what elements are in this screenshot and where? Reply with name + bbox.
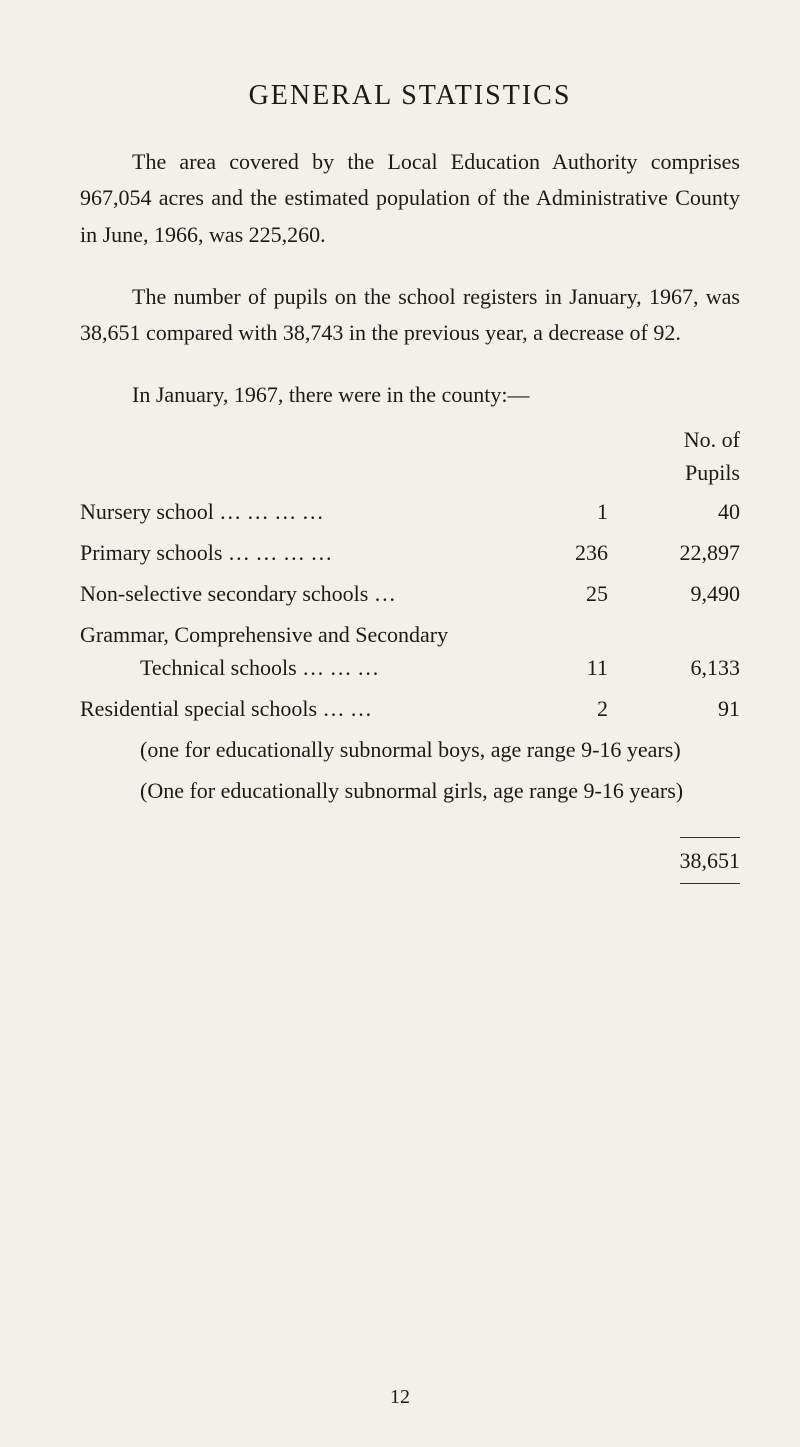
row-pupils: 6,133 bbox=[608, 614, 740, 688]
total-value: 38,651 bbox=[680, 837, 741, 884]
row-label-line1: Grammar, Comprehensive and Secondary bbox=[80, 622, 448, 647]
page-title: GENERAL STATISTICS bbox=[80, 80, 740, 112]
row-label: Non-selective secondary schools … bbox=[80, 573, 529, 614]
table-row-note: (One for educationally subnormal girls, … bbox=[80, 770, 740, 811]
row-count: 11 bbox=[529, 614, 608, 688]
page-number: 12 bbox=[0, 1386, 800, 1409]
paragraph-2: The number of pupils on the school regis… bbox=[80, 279, 740, 352]
row-count: 236 bbox=[529, 532, 608, 573]
header-pupils-line1: No. of bbox=[684, 427, 740, 452]
row-subnote-2: (One for educationally subnormal girls, … bbox=[80, 774, 740, 807]
row-count: 25 bbox=[529, 573, 608, 614]
row-pupils: 91 bbox=[608, 688, 740, 729]
table-header-row: No. of Pupils bbox=[80, 419, 740, 491]
table-row: Primary schools … … … … 236 22,897 bbox=[80, 532, 740, 573]
row-label: Nursery school … … … … bbox=[80, 491, 529, 532]
row-label: Primary schools … … … … bbox=[80, 532, 529, 573]
statistics-table: No. of Pupils Nursery school … … … … 1 4… bbox=[80, 419, 740, 888]
row-label-line2: Technical schools … … … bbox=[80, 651, 529, 684]
row-count: 1 bbox=[529, 491, 608, 532]
table-row: Non-selective secondary schools … 25 9,4… bbox=[80, 573, 740, 614]
row-label: Grammar, Comprehensive and Secondary Tec… bbox=[80, 614, 529, 688]
row-pupils: 9,490 bbox=[608, 573, 740, 614]
table-total-row: 38,651 bbox=[80, 811, 740, 888]
table-row: Residential special schools … … 2 91 bbox=[80, 688, 740, 729]
row-pupils: 22,897 bbox=[608, 532, 740, 573]
table-row: Grammar, Comprehensive and Secondary Tec… bbox=[80, 614, 740, 688]
table-row-note: (one for educationally subnormal boys, a… bbox=[80, 729, 740, 770]
table-intro: In January, 1967, there were in the coun… bbox=[80, 377, 740, 412]
row-pupils: 40 bbox=[608, 491, 740, 532]
row-count: 2 bbox=[529, 688, 608, 729]
header-pupils-line2: Pupils bbox=[685, 460, 740, 485]
row-subnote-1: (one for educationally subnormal boys, a… bbox=[80, 733, 740, 766]
paragraph-1: The area covered by the Local Education … bbox=[80, 144, 740, 253]
row-label: Residential special schools … … bbox=[80, 688, 529, 729]
table-row: Nursery school … … … … 1 40 bbox=[80, 491, 740, 532]
